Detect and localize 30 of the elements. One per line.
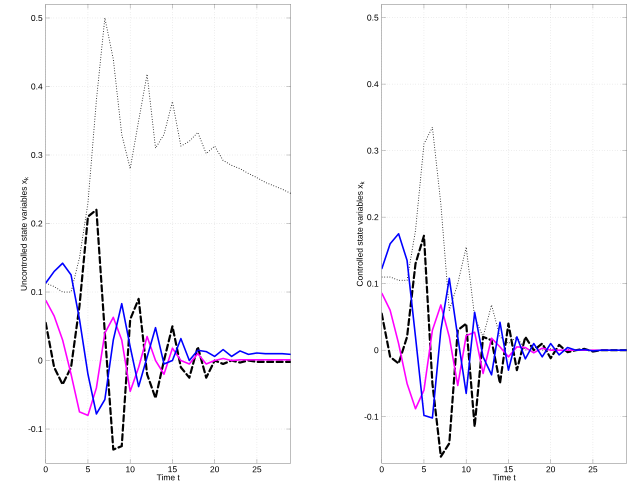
x-tick-label: 25 — [588, 466, 598, 472]
x-tick-label: 15 — [504, 466, 513, 472]
x-tick-label: 15 — [168, 466, 177, 472]
y-tick-label: 0.4 — [31, 84, 42, 90]
x-tick-label: 5 — [422, 466, 426, 472]
y-tick-label: 0.3 — [367, 148, 378, 154]
x-tick-label: 10 — [462, 466, 471, 472]
y-tick-label: 0 — [38, 358, 42, 364]
y-axis-title: Controlled state variables x$_{k}$ — [356, 181, 364, 286]
y-tick-label: -0.1 — [28, 426, 42, 432]
y-tick-label: -0.1 — [364, 414, 378, 420]
x-axis-title: Time t — [492, 474, 516, 480]
y-tick-label: 0.5 — [31, 15, 42, 21]
y-tick-label: 0.1 — [31, 289, 42, 296]
x-tick-label: 10 — [126, 466, 135, 472]
y-tick-label: 0.3 — [31, 152, 42, 158]
x-tick-label: 20 — [210, 466, 220, 472]
x-tick-label: 0 — [44, 466, 48, 472]
y-tick-label: 0.1 — [367, 280, 378, 287]
y-tick-label: 0.5 — [367, 14, 378, 21]
y-tick-label: 0.2 — [367, 214, 378, 220]
y-axis-title: Uncontrolled state variables x$_{k}$ — [20, 177, 28, 290]
x-tick-label: 20 — [546, 466, 556, 472]
x-tick-label: 0 — [380, 466, 384, 472]
y-tick-label: 0.4 — [367, 81, 378, 88]
y-tick-label: 0 — [374, 347, 378, 354]
y-tick-label: 0.2 — [31, 220, 42, 227]
x-axis-title: Time t — [156, 474, 180, 480]
x-tick-label: 25 — [252, 466, 262, 472]
x-tick-label: 5 — [86, 466, 90, 472]
